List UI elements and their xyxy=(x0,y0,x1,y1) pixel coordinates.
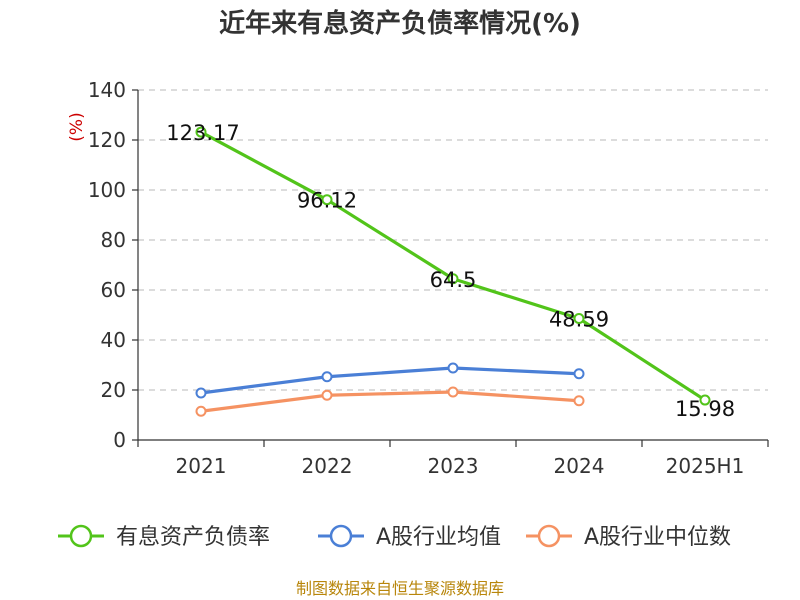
legend-marker xyxy=(537,524,561,548)
series-point xyxy=(195,387,207,399)
series-point xyxy=(573,395,585,407)
series-point xyxy=(195,405,207,417)
y-tick-label: 80 xyxy=(101,228,126,252)
y-tick-label: 120 xyxy=(88,128,126,152)
x-tick-label: 2025H1 xyxy=(666,454,745,478)
series-point xyxy=(447,386,459,398)
series-group xyxy=(195,126,711,417)
series-point xyxy=(321,389,333,401)
y-tick-label: 20 xyxy=(101,378,126,402)
series-point xyxy=(195,126,207,138)
grid-lines xyxy=(138,89,768,391)
legend-marker xyxy=(329,524,353,548)
legend-label: A股行业中位数 xyxy=(584,525,731,550)
data-label: 123.17 xyxy=(166,121,239,145)
series-point xyxy=(447,362,459,374)
series-point xyxy=(447,273,459,285)
legend-label: A股行业均值 xyxy=(376,525,501,550)
data-label: 64.5 xyxy=(430,268,477,292)
legend: 有息资产负债率 A股行业均值 A股行业中位数 xyxy=(58,524,731,550)
series-point xyxy=(321,371,333,383)
x-tick-label: 2024 xyxy=(554,454,605,478)
data-label: 15.98 xyxy=(675,397,735,421)
y-tick-label: 0 xyxy=(113,428,126,452)
series-point xyxy=(699,394,711,406)
legend-label: 有息资产负债率 xyxy=(116,525,270,550)
series-line xyxy=(199,390,581,413)
legend-marker xyxy=(69,524,93,548)
y-tick-label: 140 xyxy=(88,78,126,102)
data-label: 48.59 xyxy=(549,308,609,332)
source-note: 制图数据来自恒生聚源数据库 xyxy=(296,579,504,598)
x-tick-label: 2023 xyxy=(428,454,479,478)
chart-title: 近年来有息资产负债率情况(%) xyxy=(219,8,581,39)
axes: 0 20 40 60 80 100 120 140 2021 2022 2023 2024 2025H1 xyxy=(88,78,769,478)
series-point xyxy=(573,313,585,325)
series-line xyxy=(199,130,707,402)
series-line xyxy=(199,366,581,395)
data-label: 96.12 xyxy=(297,189,357,213)
x-tick-label: 2021 xyxy=(176,454,227,478)
y-tick-label: 40 xyxy=(101,328,126,352)
y-tick-label: 100 xyxy=(88,178,126,202)
y-tick-label: 60 xyxy=(101,278,126,302)
x-tick-label: 2022 xyxy=(302,454,353,478)
data-labels: 123.17 96.12 64.5 48.59 15.98 xyxy=(166,121,735,421)
y-axis-label: (%) xyxy=(67,112,87,141)
series-point xyxy=(573,368,585,380)
series-point xyxy=(321,194,333,206)
